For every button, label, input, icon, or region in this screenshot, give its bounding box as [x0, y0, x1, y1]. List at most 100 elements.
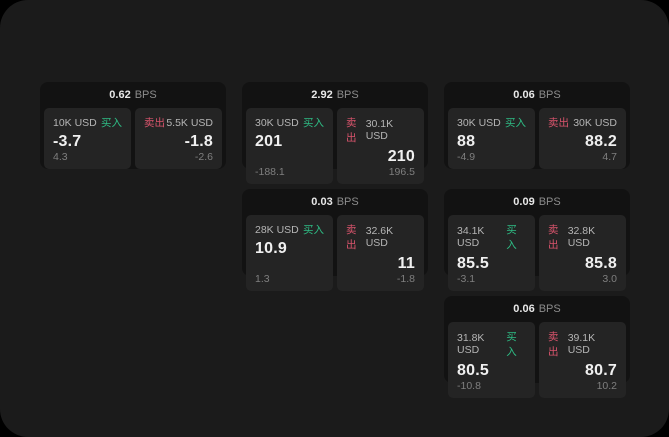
sell-price: 88.2: [585, 133, 617, 150]
quote-panels: 31.8K USD 买入 80.5 -10.8 卖出 39.1K USD 80.…: [444, 322, 630, 402]
buy-price: 80.5: [457, 362, 489, 379]
buy-panel[interactable]: 34.1K USD 买入 85.5 -3.1: [448, 215, 535, 291]
quote-card: 0.03 BPS 28K USD 买入 10.9 1.3 卖出 32.6K US…: [242, 189, 428, 291]
bps-value: 0.62: [109, 89, 131, 101]
buy-change: -10.8: [457, 380, 481, 392]
buy-panel-top: 10K USD 买入: [53, 115, 122, 130]
sell-change: 4.7: [602, 151, 617, 163]
bps-value: 0.06: [513, 303, 535, 315]
sell-panel-top: 卖出 39.1K USD: [548, 329, 617, 359]
bps-header: 0.06 BPS: [444, 296, 630, 322]
buy-size-label: 10K USD: [53, 116, 97, 129]
sell-side-label: 卖出: [144, 117, 165, 129]
sell-size-label: 32.8K USD: [567, 225, 596, 249]
sell-panel[interactable]: 卖出 39.1K USD 80.7 10.2: [539, 322, 626, 398]
sell-size-label: 39.1K USD: [567, 332, 596, 356]
buy-panel-top: 30K USD 买入: [255, 115, 324, 130]
bps-unit-label: BPS: [336, 196, 359, 208]
bps-header: 0.03 BPS: [242, 189, 428, 215]
bps-header: 2.92 BPS: [242, 82, 428, 108]
bps-value: 0.09: [513, 196, 535, 208]
buy-panel[interactable]: 28K USD 买入 10.9 1.3: [246, 215, 333, 291]
sell-side-label: 卖出: [548, 224, 559, 251]
sell-change: -2.6: [194, 151, 213, 163]
bps-unit-label: BPS: [538, 89, 561, 101]
quote-card: 0.06 BPS 30K USD 买入 88 -4.9 卖出 30K USD: [444, 82, 630, 169]
sell-side-label: 卖出: [346, 117, 357, 144]
buy-size-label: 31.8K USD: [457, 332, 485, 356]
buy-price: -3.7: [53, 133, 82, 150]
sell-price: 85.8: [585, 255, 617, 272]
bps-value: 2.92: [311, 89, 333, 101]
sell-panel[interactable]: 卖出 32.8K USD 85.8 3.0: [539, 215, 626, 291]
buy-size-label: 30K USD: [255, 116, 299, 129]
sell-panel-top: 卖出 5.5K USD: [144, 115, 213, 130]
buy-side-label: 买入: [303, 224, 324, 236]
sell-change: 10.2: [596, 380, 617, 392]
buy-panel[interactable]: 30K USD 买入 201 -188.1: [246, 108, 333, 184]
sell-change: -1.8: [396, 273, 415, 285]
buy-panel[interactable]: 30K USD 买入 88 -4.9: [448, 108, 535, 169]
bps-header: 0.62 BPS: [40, 82, 226, 108]
sell-change: 196.5: [388, 166, 415, 178]
buy-side-label: 买入: [506, 331, 517, 358]
quote-card: 0.06 BPS 31.8K USD 买入 80.5 -10.8 卖出 39.1…: [444, 296, 630, 398]
sell-side-label: 卖出: [548, 331, 559, 358]
bps-header: 0.06 BPS: [444, 82, 630, 108]
buy-change: 1.3: [255, 273, 270, 285]
buy-size-label: 30K USD: [457, 116, 501, 129]
buy-change: 4.3: [53, 151, 68, 163]
sell-size-label: 30.1K USD: [365, 118, 394, 142]
buy-panel[interactable]: 31.8K USD 买入 80.5 -10.8: [448, 322, 535, 398]
sell-price: 80.7: [585, 362, 617, 379]
buy-side-label: 买入: [506, 224, 517, 251]
buy-panel-top: 31.8K USD 买入: [457, 329, 526, 359]
buy-price: 10.9: [255, 240, 287, 257]
buy-size-label: 34.1K USD: [457, 225, 485, 249]
buy-panel-top: 34.1K USD 买入: [457, 222, 526, 252]
quote-panels: 30K USD 买入 201 -188.1 卖出 30.1K USD 210 1…: [242, 108, 428, 188]
buy-price: 88: [457, 133, 476, 150]
bps-unit-label: BPS: [336, 89, 359, 101]
sell-price: 210: [387, 148, 415, 165]
sell-size-label: 30K USD: [573, 116, 617, 129]
bps-header: 0.09 BPS: [444, 189, 630, 215]
buy-change: -188.1: [255, 166, 285, 178]
quote-card: 0.09 BPS 34.1K USD 买入 85.5 -3.1 卖出 32.8K…: [444, 189, 630, 291]
bps-unit-label: BPS: [538, 303, 561, 315]
bps-value: 0.06: [513, 89, 535, 101]
buy-panel[interactable]: 10K USD 买入 -3.7 4.3: [44, 108, 131, 169]
sell-panel-top: 卖出 32.8K USD: [548, 222, 617, 252]
bps-value: 0.03: [311, 196, 333, 208]
sell-size-label: 5.5K USD: [166, 116, 213, 129]
sell-panel-top: 卖出 30.1K USD: [346, 115, 415, 145]
sell-panel[interactable]: 卖出 30K USD 88.2 4.7: [539, 108, 626, 169]
quote-panels: 34.1K USD 买入 85.5 -3.1 卖出 32.8K USD 85.8…: [444, 215, 630, 295]
buy-side-label: 买入: [101, 117, 122, 129]
sell-panel[interactable]: 卖出 32.6K USD 11 -1.8: [337, 215, 424, 291]
buy-size-label: 28K USD: [255, 223, 299, 236]
sell-change: 3.0: [602, 273, 617, 285]
sell-panel-top: 卖出 32.6K USD: [346, 222, 415, 252]
sell-price: -1.8: [184, 133, 213, 150]
buy-price: 201: [255, 133, 283, 150]
sell-panel-top: 卖出 30K USD: [548, 115, 617, 130]
buy-price: 85.5: [457, 255, 489, 272]
buy-change: -4.9: [457, 151, 476, 163]
buy-side-label: 买入: [303, 117, 324, 129]
bps-unit-label: BPS: [134, 89, 157, 101]
buy-panel-top: 30K USD 买入: [457, 115, 526, 130]
quote-card: 2.92 BPS 30K USD 买入 201 -188.1 卖出 30.1K …: [242, 82, 428, 184]
sell-side-label: 卖出: [346, 224, 357, 251]
bps-unit-label: BPS: [538, 196, 561, 208]
buy-side-label: 买入: [505, 117, 526, 129]
buy-change: -3.1: [457, 273, 476, 285]
buy-panel-top: 28K USD 买入: [255, 222, 324, 237]
sell-panel[interactable]: 卖出 30.1K USD 210 196.5: [337, 108, 424, 184]
quote-panels: 28K USD 买入 10.9 1.3 卖出 32.6K USD 11 -1.8: [242, 215, 428, 295]
sell-side-label: 卖出: [548, 117, 569, 129]
sell-panel[interactable]: 卖出 5.5K USD -1.8 -2.6: [135, 108, 222, 169]
quote-panels: 30K USD 买入 88 -4.9 卖出 30K USD 88.2 4.7: [444, 108, 630, 173]
quote-cards-grid: 0.62 BPS 10K USD 买入 -3.7 4.3 卖出 5.5K USD: [40, 82, 630, 398]
